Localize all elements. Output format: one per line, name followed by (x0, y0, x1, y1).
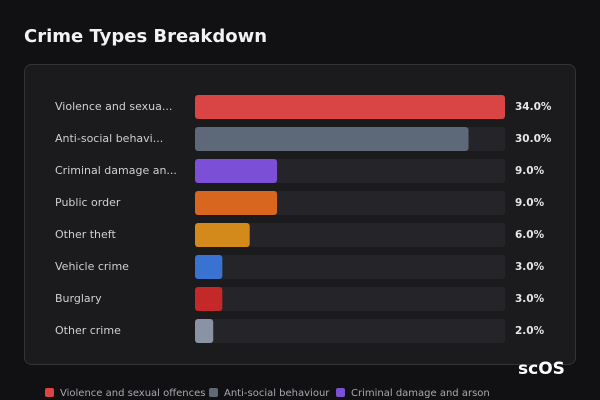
value-label: 3.0% (515, 293, 545, 305)
value-label: 9.0% (515, 165, 545, 177)
chart-title: Crime Types Breakdown (24, 26, 267, 47)
category-label: Other theft (55, 228, 116, 241)
bar (195, 95, 505, 119)
watermark: scOS (518, 359, 565, 379)
value-label: 30.0% (515, 133, 552, 145)
bar (195, 255, 223, 279)
value-label: 9.0% (515, 197, 545, 209)
legend-label: Criminal damage and arson (351, 388, 490, 399)
category-label: Vehicle crime (55, 260, 129, 273)
category-label: Violence and sexua... (55, 100, 172, 113)
value-label: 2.0% (515, 325, 545, 337)
value-label: 3.0% (515, 261, 545, 273)
legend-swatch (336, 388, 345, 397)
value-label: 6.0% (515, 229, 545, 241)
category-label: Anti-social behavi... (55, 132, 163, 145)
bar (195, 191, 278, 215)
category-label: Other crime (55, 324, 121, 337)
bar (195, 159, 278, 183)
bar-track (195, 255, 505, 279)
legend-label: Anti-social behaviour (224, 388, 330, 399)
category-label: Public order (55, 196, 121, 209)
bar (195, 127, 469, 151)
legend-swatch (45, 388, 54, 397)
category-label: Criminal damage an... (55, 164, 177, 177)
category-label: Burglary (55, 292, 102, 305)
bar (195, 223, 250, 247)
bar (195, 319, 214, 343)
bar (195, 287, 223, 311)
legend-label: Violence and sexual offences (60, 388, 206, 399)
value-label: 34.0% (515, 101, 552, 113)
bar-track (195, 223, 505, 247)
bar-track (195, 287, 505, 311)
bar-track (195, 319, 505, 343)
legend-swatch (209, 388, 218, 397)
